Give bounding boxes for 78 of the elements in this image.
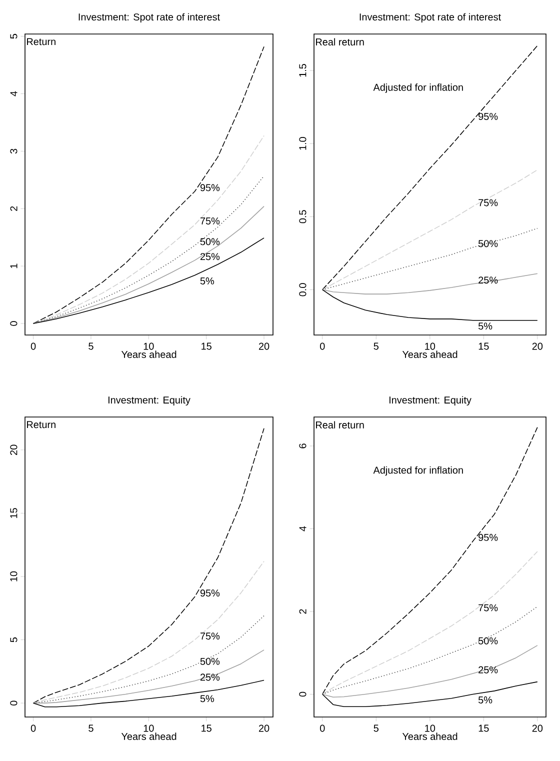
x-tick-label: 5 <box>374 724 378 732</box>
series-label: 5% <box>478 322 492 330</box>
y-tick-label: 0.0 <box>299 283 306 296</box>
chart-title: Investment: Spot rate of interest <box>360 13 501 22</box>
series-label: 95% <box>478 112 498 120</box>
series-label: 95% <box>200 589 220 597</box>
chart-title: Investment: Equity <box>389 396 472 406</box>
y-tick-label: 0 <box>10 700 18 706</box>
series-label: 25% <box>478 276 498 284</box>
y-tick-label: 4 <box>10 91 18 96</box>
series-label: 50% <box>200 658 220 665</box>
series-label: 75% <box>478 604 498 612</box>
x-tick-label: 5 <box>374 342 378 350</box>
x-tick-label: 15 <box>202 342 212 350</box>
x-tick-label: 20 <box>532 724 543 732</box>
x-axis-title: Years ahead <box>121 350 176 358</box>
y-tick-label: 0 <box>10 321 18 326</box>
x-tick-label: 20 <box>532 342 543 350</box>
line-series <box>32 206 264 324</box>
series-label: 95% <box>478 534 498 541</box>
y-tick-label: 0 <box>299 692 306 697</box>
series-label: 75% <box>200 217 220 224</box>
x-tick-label: 5 <box>88 342 94 350</box>
series-label: 50% <box>478 637 498 644</box>
x-tick-label: 5 <box>88 724 94 732</box>
x-tick-label: 15 <box>478 342 489 350</box>
x-axis-title: Years ahead <box>402 350 458 358</box>
x-axis-title: Years ahead <box>402 732 458 740</box>
series-label: 5% <box>200 277 214 284</box>
series-label: 5% <box>478 696 492 704</box>
series-label: 25% <box>478 666 498 674</box>
series-label: 75% <box>200 632 220 640</box>
chart-title: Investment: Spot rate of interest <box>78 13 220 22</box>
y-tick-label: 6 <box>299 444 306 448</box>
y-axis-title: Real return <box>316 38 364 46</box>
x-tick-label: 10 <box>425 342 436 350</box>
y-tick-label: 0.5 <box>299 210 306 224</box>
y-axis-title: Return <box>27 421 56 428</box>
line-series <box>32 135 264 324</box>
x-tick-label: 0 <box>30 342 36 350</box>
y-tick-label: 20 <box>10 444 18 455</box>
x-tick-label: 0 <box>30 724 36 732</box>
x-tick-label: 20 <box>258 724 270 732</box>
x-tick-label: 20 <box>258 342 270 350</box>
y-tick-label: 10 <box>10 571 18 582</box>
x-tick-label: 15 <box>202 724 212 732</box>
y-tick-label: 5 <box>10 637 18 642</box>
line-series <box>322 273 538 294</box>
series-label: 50% <box>200 238 220 246</box>
line-series <box>322 645 538 698</box>
annotation: Adjusted for inflation <box>373 84 463 93</box>
series-label: 5% <box>200 695 214 702</box>
y-tick-label: 2 <box>10 206 18 211</box>
x-tick-label: 10 <box>144 342 154 350</box>
x-axis-title: Years ahead <box>121 732 176 740</box>
x-tick-label: 10 <box>425 724 436 732</box>
y-tick-label: 1.5 <box>299 64 306 77</box>
x-tick-label: 0 <box>320 342 325 350</box>
series-label: 75% <box>478 199 498 206</box>
y-tick-label: 3 <box>10 148 18 154</box>
series-label: 95% <box>200 184 220 192</box>
line-series <box>322 169 538 290</box>
y-tick-label: 1.0 <box>299 137 306 150</box>
y-tick-label: 5 <box>10 34 18 39</box>
y-tick-label: 2 <box>299 609 306 614</box>
x-tick-label: 0 <box>320 724 325 732</box>
y-tick-label: 15 <box>10 508 18 518</box>
series-label: 25% <box>200 253 220 260</box>
series-label: 25% <box>200 674 220 681</box>
x-tick-label: 15 <box>478 724 489 732</box>
chart-title: Investment: Equity <box>108 396 190 406</box>
series-label: 50% <box>478 240 498 248</box>
y-tick-label: 4 <box>299 526 306 532</box>
y-tick-label: 1 <box>10 264 18 268</box>
y-axis-title: Real return <box>316 421 364 429</box>
y-axis-title: Return <box>27 38 56 46</box>
x-tick-label: 10 <box>144 724 154 732</box>
annotation: Adjusted for inflation <box>373 466 463 476</box>
